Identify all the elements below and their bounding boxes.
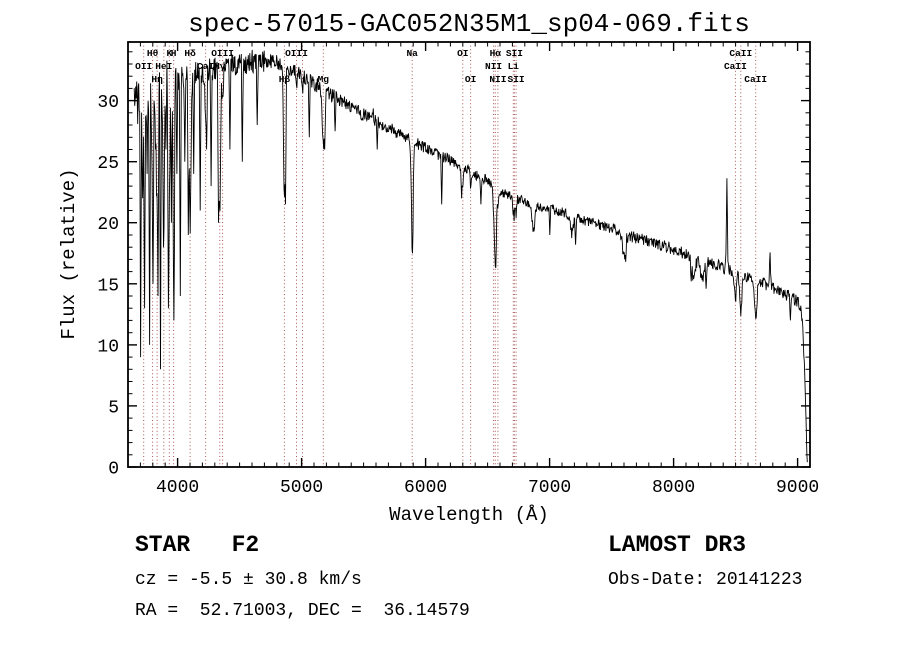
- spectral-line-label: Li: [508, 61, 520, 72]
- spectrum-trace: [133, 49, 808, 463]
- x-axis-label: Wavelength (Å): [389, 504, 549, 526]
- ra-dec-value: RA = 52.71003, DEC = 36.14579: [135, 601, 470, 621]
- spectral-line-label: Hη: [151, 74, 163, 85]
- y-tick-label: 10: [97, 337, 119, 357]
- plot-title: spec-57015-GAC052N35M1_sp04-069.fits: [188, 9, 750, 39]
- spectral-line-label: CaII: [729, 48, 752, 59]
- y-tick-label: 20: [97, 215, 119, 235]
- cz-value: cz = -5.5 ± 30.8 km/s: [135, 570, 362, 590]
- y-tick-label: 0: [108, 460, 119, 480]
- spectral-line-label: Na: [406, 48, 418, 59]
- spectral-line-label: Hθ: [147, 48, 159, 59]
- x-tick-label: 7000: [528, 478, 571, 498]
- spectral-line-label: CaI: [197, 61, 214, 72]
- spectral-line-label: Hα: [490, 48, 502, 59]
- spectral-line-label: Mg: [318, 74, 330, 85]
- spectral-line-label: K: [166, 48, 172, 59]
- spectral-line-label: HeI: [155, 61, 172, 72]
- spectral-line-label: OI: [457, 48, 468, 59]
- x-tick-label: 8000: [652, 478, 695, 498]
- spectral-line-label: SII: [508, 74, 525, 85]
- spectral-line-label: Hδ: [184, 48, 196, 59]
- spectral-line-label: Hγ: [214, 61, 226, 72]
- spectral-line-label: SII: [506, 48, 523, 59]
- spectral-line-label: OI: [465, 74, 476, 85]
- obs-date: Obs-Date: 20141223: [608, 570, 802, 590]
- x-tick-label: 4000: [156, 478, 199, 498]
- spectral-line-label: NII: [489, 74, 506, 85]
- y-tick-label: 25: [97, 154, 119, 174]
- y-tick-label: 15: [97, 276, 119, 296]
- object-class-label: STAR F2: [135, 532, 259, 558]
- spectral-line-label: OII: [135, 61, 152, 72]
- spectral-line-label: CaII: [724, 61, 747, 72]
- plot-frame: [127, 41, 811, 468]
- survey-label: LAMOST DR3: [608, 532, 746, 558]
- x-tick-label: 9000: [776, 478, 819, 498]
- spectral-line-label: OIII: [285, 48, 308, 59]
- y-axis-label: Flux (relative): [58, 168, 80, 339]
- spectral-line-label: Hβ: [279, 74, 291, 85]
- y-tick-label: 5: [108, 398, 119, 418]
- spectral-line-label: OIII: [211, 48, 234, 59]
- plot-area: 4000 5000 6000 7000 8000 9000051015202530OIIH…: [97, 41, 819, 498]
- spectral-line-label: NII: [485, 61, 502, 72]
- spectral-line-label: H: [171, 48, 177, 59]
- y-tick-label: 30: [97, 93, 119, 113]
- spectral-line-label: CaII: [744, 74, 767, 85]
- x-tick-label: 5000: [280, 478, 323, 498]
- x-tick-label: 6000: [404, 478, 447, 498]
